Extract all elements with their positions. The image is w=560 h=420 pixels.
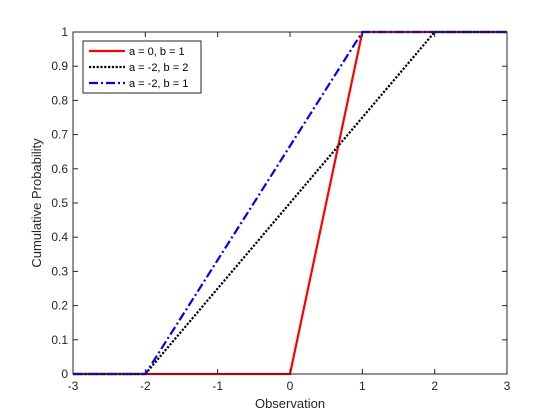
y-tick-label: 0.4 <box>51 230 68 244</box>
y-tick-label: 0.7 <box>51 128 68 142</box>
x-tick-label: -1 <box>212 379 223 393</box>
y-axis: 0 0.1 0.2 0.3 0.4 0.5 0.6 0.7 0.8 0.9 1 <box>51 25 507 381</box>
legend-entry: a = -2, b = 2 <box>129 62 188 74</box>
x-tick-label: -3 <box>68 379 79 393</box>
y-tick-label: 0.3 <box>51 264 68 278</box>
legend-entry: a = -2, b = 1 <box>129 78 188 90</box>
x-tick-label: -2 <box>140 379 151 393</box>
y-tick-label: 1 <box>61 25 68 39</box>
legend-entry: a = 0, b = 1 <box>129 46 185 58</box>
y-tick-label: 0.6 <box>51 162 68 176</box>
y-tick-label: 0.2 <box>51 299 68 313</box>
x-tick-label: 3 <box>504 379 511 393</box>
x-tick-label: 0 <box>287 379 294 393</box>
x-axis: -3 -2 -1 0 1 2 3 <box>68 32 511 393</box>
legend-box <box>82 40 202 94</box>
legend: a = 0, b = 1 a = -2, b = 2 a = -2, b = 1 <box>82 40 202 94</box>
x-tick-label: 1 <box>359 379 366 393</box>
y-tick-label: 0 <box>61 367 68 381</box>
x-tick-label: 2 <box>431 379 438 393</box>
y-tick-label: 0.8 <box>51 93 68 107</box>
y-tick-label: 0.1 <box>51 333 68 347</box>
y-axis-label: Cumulative Probability <box>29 138 44 268</box>
x-axis-label: Observation <box>255 396 325 411</box>
y-tick-label: 0.5 <box>51 196 68 210</box>
y-tick-label: 0.9 <box>51 59 68 73</box>
